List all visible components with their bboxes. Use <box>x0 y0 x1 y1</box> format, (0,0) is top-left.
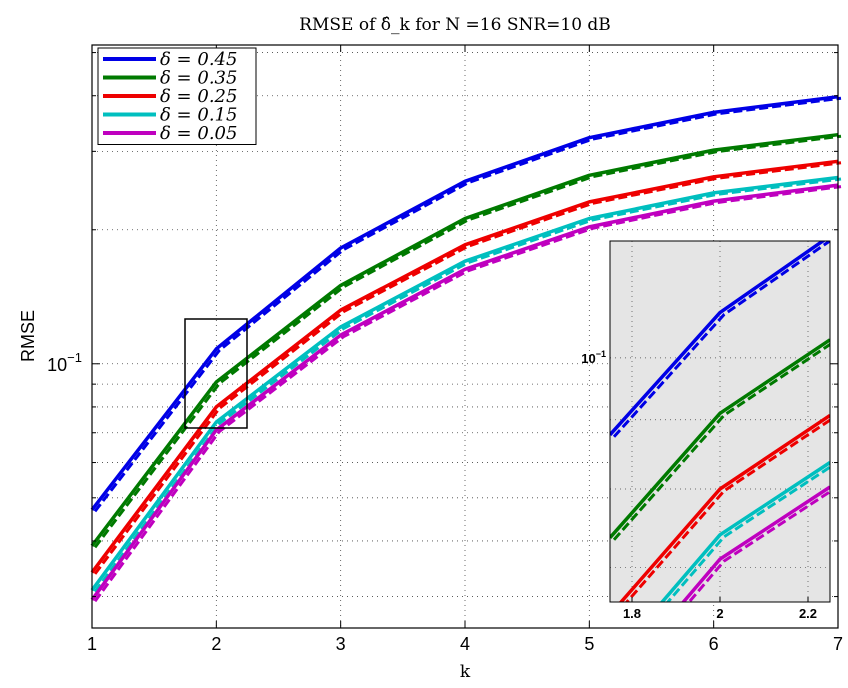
y-axis-label: RMSE <box>18 310 38 362</box>
x-tick-label: 6 <box>709 634 719 654</box>
inset-series-group <box>610 241 830 602</box>
series-line-2 <box>90 159 839 574</box>
y-tick-label: 10−1 <box>47 350 82 375</box>
inset-series-line-2-dashed <box>624 418 830 602</box>
x-tick-label: 7 <box>833 634 843 654</box>
inset-series-line-2 <box>618 413 830 602</box>
legend-entry-2: δ = 0.25 <box>160 86 237 107</box>
legend-entry-3: δ = 0.15 <box>160 105 237 126</box>
inset-series-line-1 <box>610 338 830 539</box>
x-tick-label: 2 <box>211 634 221 654</box>
series-line-1 <box>90 132 839 547</box>
series-line-0-dashed <box>93 96 842 513</box>
x-tick-label: 4 <box>460 634 470 654</box>
chart-title: RMSE of δ̂_k for N =16 SNR=10 dB <box>299 15 611 35</box>
inset-series-line-0 <box>610 241 826 436</box>
inset-x-tick-label: 2.2 <box>799 606 817 621</box>
inset-series-line-4 <box>681 485 830 602</box>
inset-x-tick-label: 2 <box>716 606 723 621</box>
series-line-4-dashed <box>93 185 842 603</box>
x-tick-label: 1 <box>87 634 97 654</box>
inset-series-line-1-dashed <box>612 342 830 541</box>
legend: δ = 0.45δ = 0.35δ = 0.25δ = 0.15δ = 0.05 <box>97 47 257 145</box>
series-line-0 <box>90 94 839 511</box>
x-tick-label: 5 <box>584 634 594 654</box>
x-tick-label: 3 <box>336 634 346 654</box>
x-axis-label: k <box>460 662 471 682</box>
series-line-1-dashed <box>93 134 842 549</box>
inset-y-tick-label: 10−1 <box>581 349 606 366</box>
inset-series-line-4-dashed <box>687 489 830 602</box>
series-line-3-dashed <box>93 177 842 593</box>
series-line-3 <box>90 175 839 592</box>
main-series-group <box>90 94 842 603</box>
zoom-box <box>184 318 248 429</box>
series-line-4 <box>90 183 839 601</box>
main-ticks: 1 2 3 4 5 6 7 10−1 <box>47 45 843 654</box>
legend-entry-1: δ = 0.35 <box>160 68 237 89</box>
inset-series-line-3 <box>659 461 830 602</box>
legend-entry-4: δ = 0.05 <box>160 123 237 144</box>
legend-entry-0: δ = 0.45 <box>160 49 237 70</box>
inset-chart: 1.8 2 2.2 10−1 <box>581 240 831 621</box>
inset-series-line-0-dashed <box>612 241 830 438</box>
inset-x-tick-label: 1.8 <box>623 606 641 621</box>
